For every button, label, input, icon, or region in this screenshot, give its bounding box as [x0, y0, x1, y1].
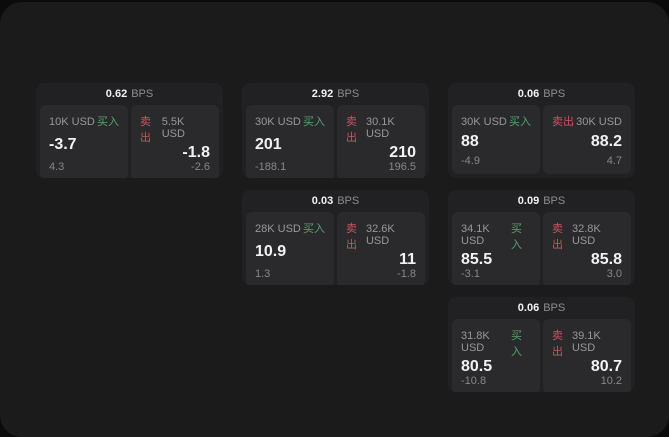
buy-price: 10.9 [255, 243, 287, 260]
sell-label: 卖出 [346, 116, 357, 144]
sell-delta: 196.5 [388, 161, 416, 173]
bps-value: 0.06 [517, 302, 540, 314]
quote-body: 30K USD 买入 88 -4.9 卖出 30K USD 88.2 4.7 [448, 105, 635, 178]
sell-label: 卖出 [346, 223, 357, 251]
buy-delta: 4.3 [49, 161, 65, 173]
bps-value: 0.03 [311, 195, 334, 207]
bps-header: 0.06 BPS [448, 83, 635, 105]
buy-tile[interactable]: 30K USD 买入 88 -4.9 [452, 105, 540, 174]
buy-price: 80.5 [461, 358, 493, 375]
sell-price: -1.8 [182, 144, 210, 161]
bps-unit: BPS [337, 88, 360, 100]
sell-label: 卖出 [552, 330, 563, 358]
quote-card: 0.03 BPS 28K USD 买入 10.9 1.3 卖出 [242, 190, 429, 285]
bps-header: 2.92 BPS [242, 83, 429, 105]
quote-body: 28K USD 买入 10.9 1.3 卖出 32.6K USD 11 -1.8 [242, 212, 429, 285]
sell-price: 88.2 [590, 133, 622, 150]
buy-price: 85.5 [461, 251, 493, 268]
sell-delta: -2.6 [191, 161, 210, 173]
bps-value: 0.09 [517, 195, 540, 207]
sell-tile[interactable]: 卖出 32.8K USD 85.8 3.0 [543, 212, 631, 285]
quote-card: 0.09 BPS 34.1K USD 买入 85.5 -3.1 卖出 [448, 190, 635, 285]
buy-tile[interactable]: 28K USD 买入 10.9 1.3 [246, 212, 334, 285]
sell-price: 210 [389, 144, 416, 161]
buy-tile[interactable]: 31.8K USD 买入 80.5 -10.8 [452, 319, 540, 392]
bps-value: 0.62 [105, 88, 128, 100]
bps-value: 0.06 [517, 88, 540, 100]
buy-delta: -188.1 [255, 161, 287, 173]
buy-delta: -4.9 [461, 155, 480, 167]
buy-amount: 30K USD [461, 116, 507, 128]
sell-price: 11 [399, 251, 416, 268]
buy-delta: 1.3 [255, 268, 271, 280]
sell-label: 卖出 [140, 116, 151, 144]
buy-label: 买入 [509, 116, 531, 128]
sell-amount: 39.1K USD [571, 330, 601, 354]
bps-unit: BPS [131, 88, 154, 100]
quote-body: 30K USD 买入 201 -188.1 卖出 30.1K USD 210 1… [242, 105, 429, 178]
quote-card: 0.06 BPS 31.8K USD 买入 80.5 -10.8 卖 [448, 297, 635, 392]
bps-value: 2.92 [311, 88, 334, 100]
sell-price: 85.8 [590, 251, 622, 268]
sell-label: 卖出 [552, 223, 563, 251]
bps-unit: BPS [543, 88, 566, 100]
buy-amount: 31.8K USD [461, 330, 490, 354]
sell-delta: 10.2 [600, 375, 622, 387]
sell-delta: -1.8 [397, 268, 416, 280]
quote-card: 0.06 BPS 30K USD 买入 88 -4.9 卖出 [448, 83, 635, 178]
sell-tile[interactable]: 卖出 39.1K USD 80.7 10.2 [543, 319, 631, 392]
sell-delta: 3.0 [606, 268, 622, 280]
bps-header: 0.03 BPS [242, 190, 429, 212]
sell-amount: 32.6K USD [365, 223, 395, 247]
bps-header: 0.09 BPS [448, 190, 635, 212]
buy-price: 88 [461, 133, 479, 150]
sell-label: 卖出 [552, 116, 574, 128]
buy-delta: -10.8 [461, 375, 487, 387]
buy-amount: 28K USD [255, 223, 301, 235]
buy-price: 201 [255, 136, 282, 153]
quote-body: 31.8K USD 买入 80.5 -10.8 卖出 39.1K USD 80.… [448, 319, 635, 392]
quote-body: 10K USD 买入 -3.7 4.3 卖出 5.5K USD -1.8 -2.… [36, 105, 223, 178]
sell-tile[interactable]: 卖出 30K USD 88.2 4.7 [543, 105, 631, 174]
sell-amount: 30.1K USD [365, 116, 395, 140]
sell-tile[interactable]: 卖出 32.6K USD 11 -1.8 [337, 212, 425, 285]
bps-unit: BPS [543, 302, 566, 314]
bps-header: 0.62 BPS [36, 83, 223, 105]
buy-amount: 30K USD [255, 116, 301, 128]
bps-header: 0.06 BPS [448, 297, 635, 319]
buy-delta: -3.1 [461, 268, 480, 280]
buy-label: 买入 [511, 330, 523, 358]
quote-card: 2.92 BPS 30K USD 买入 201 -188.1 卖出 [242, 83, 429, 178]
quote-card-grid: 0.62 BPS 10K USD 买入 -3.7 4.3 卖出 [36, 83, 635, 392]
buy-label: 买入 [303, 116, 325, 128]
sell-tile[interactable]: 卖出 30.1K USD 210 196.5 [337, 105, 425, 178]
sell-tile[interactable]: 卖出 5.5K USD -1.8 -2.6 [131, 105, 219, 178]
buy-label: 买入 [97, 116, 119, 128]
sell-delta: 4.7 [606, 155, 622, 167]
buy-amount: 34.1K USD [461, 223, 490, 247]
bps-unit: BPS [543, 195, 566, 207]
quote-body: 34.1K USD 买入 85.5 -3.1 卖出 32.8K USD 85.8… [448, 212, 635, 285]
buy-tile[interactable]: 34.1K USD 买入 85.5 -3.1 [452, 212, 540, 285]
sell-amount: 32.8K USD [571, 223, 601, 247]
buy-tile[interactable]: 10K USD 买入 -3.7 4.3 [40, 105, 128, 178]
buy-price: -3.7 [49, 136, 77, 153]
bps-unit: BPS [337, 195, 360, 207]
sell-amount: 30K USD [576, 116, 622, 128]
buy-label: 买入 [303, 223, 325, 235]
sell-amount: 5.5K USD [161, 116, 185, 140]
buy-amount: 10K USD [49, 116, 95, 128]
sell-price: 80.7 [590, 358, 622, 375]
quote-card: 0.62 BPS 10K USD 买入 -3.7 4.3 卖出 [36, 83, 223, 178]
buy-tile[interactable]: 30K USD 买入 201 -188.1 [246, 105, 334, 178]
buy-label: 买入 [511, 223, 523, 251]
